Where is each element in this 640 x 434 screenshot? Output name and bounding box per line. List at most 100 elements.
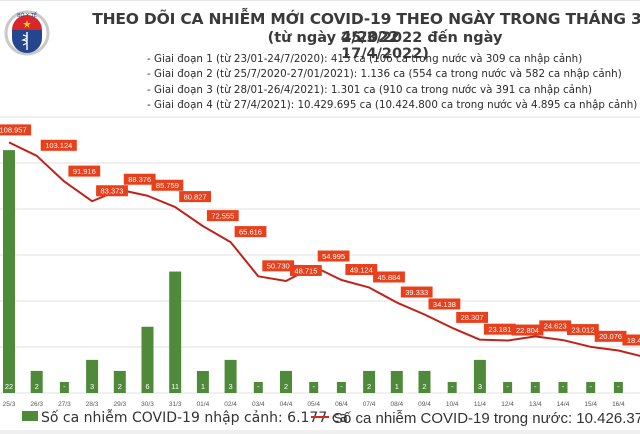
line-label: 24.623 — [539, 320, 572, 332]
x-axis-tick-labels: 25/3 26/3 27/3 28/3 29/3 30/3 31/3 01/4 02/4 03/4… — [3, 401, 640, 408]
line-label: 23.181 — [483, 323, 516, 335]
x-tick-label: 02/4 — [224, 401, 237, 408]
line-label: 28.307 — [456, 311, 488, 323]
line-label-text: 22.804 — [516, 326, 539, 335]
x-tick-label: 07/4 — [363, 401, 376, 408]
legend-line-swatch — [311, 416, 329, 418]
x-tick-label: 27/3 — [58, 401, 71, 408]
x-tick-label: 03/4 — [252, 401, 265, 408]
line-label-text: 80.827 — [184, 192, 207, 201]
bar-01/4 — [196, 371, 209, 393]
bar-label: 2 — [35, 382, 39, 391]
x-tick-label: 16/4 — [612, 401, 625, 408]
phase-1-text: - Giai đoạn 1 (từ 23/01-24/7/2020): 415 … — [147, 53, 583, 65]
x-tick-label: 29/3 — [113, 401, 126, 408]
line-label-text: 108.957 — [0, 126, 27, 135]
line-label: 88.376 — [123, 173, 156, 185]
line-label: 50.730 — [262, 260, 295, 272]
bar-label: - — [340, 382, 343, 391]
phase-summary: - Giai đoạn 1 (từ 23/01-24/7/2020): 415 … — [147, 52, 637, 113]
line-label-text: 103.124 — [45, 141, 72, 150]
bar-label: 1 — [201, 382, 205, 391]
top-rule — [0, 0, 640, 1]
bar-label: - — [451, 382, 454, 391]
x-tick-label: 28/3 — [86, 401, 99, 408]
x-tick-label: 31/3 — [169, 401, 182, 408]
phase-4-text: - Giai đoạn 4 (từ 27/4/2021): 10.429.695… — [147, 98, 638, 111]
line-label-bg — [290, 264, 322, 276]
line-label-text: 23.012 — [571, 325, 594, 334]
line-label: 34.138 — [428, 298, 461, 310]
x-tick-label: 10/4 — [446, 401, 459, 408]
x-tick-label: 13/4 — [529, 401, 542, 408]
bar-label: 11 — [171, 382, 179, 391]
bar-label: - — [312, 382, 315, 391]
line-label: 54.995 — [317, 250, 350, 262]
line-label-text: 28.307 — [461, 313, 484, 322]
line-label: 80.827 — [179, 191, 211, 203]
imported-cases-bars — [3, 150, 623, 393]
line-label-bg — [373, 271, 405, 283]
legend-imported: Số ca nhiễm COVID-19 nhập cảnh: 6.177 ca — [22, 410, 348, 426]
ministry-of-health-logo: BỘ Y TẾ — [4, 10, 50, 56]
line-label-text: 88.376 — [128, 175, 151, 184]
line-label: 22.804 — [511, 324, 544, 336]
x-tick-label: 14/4 — [557, 401, 570, 408]
x-tick-label: 01/4 — [197, 401, 210, 408]
line-label-bg — [68, 165, 101, 177]
bottom-rule — [0, 430, 640, 434]
line-label-bg — [151, 179, 184, 191]
line-label-bg — [206, 210, 239, 222]
bar-label: 3 — [90, 382, 94, 391]
bar-08/4 — [390, 371, 403, 393]
line-label-bg — [483, 323, 516, 335]
x-tick-label: 30/3 — [141, 401, 154, 408]
line-label: 108.957 — [0, 124, 32, 136]
bar-29/3 — [113, 370, 126, 393]
bar-26/3 — [30, 370, 43, 393]
line-label-bg — [262, 260, 295, 272]
line-label-bg — [428, 298, 461, 310]
bar-30/3 — [141, 326, 154, 393]
bar-label: 6 — [145, 382, 149, 391]
line-label-bg — [622, 334, 640, 346]
x-tick-label: 26/3 — [30, 401, 43, 408]
bar-16/4 — [613, 382, 623, 393]
bar-03/4 — [253, 382, 263, 393]
line-label-text: 54.995 — [322, 252, 345, 261]
bar-label: - — [63, 382, 66, 391]
bar-label: - — [562, 382, 565, 391]
line-label-bg — [96, 185, 128, 197]
line-label: 39.333 — [400, 286, 433, 298]
legend-imported-label: Số ca nhiễm COVID-19 nhập cảnh: 6.177 ca — [41, 410, 348, 426]
chart-subtitle: (từ ngày 25/3/2022 đến ngày 17/4/2022) — [267, 30, 503, 62]
line-label-text: 48.715 — [294, 266, 317, 275]
line-label-text: 72.555 — [211, 211, 234, 220]
line-label-text: 85.759 — [156, 181, 179, 190]
x-tick-label: 06/4 — [335, 401, 348, 408]
line-label: 103.124 — [40, 139, 77, 151]
line-label: 72.555 — [206, 210, 239, 222]
line-label-text: 18.474 — [627, 336, 640, 345]
bar-11/4 — [473, 359, 486, 393]
line-label-text: 45.884 — [378, 273, 401, 282]
line-label-text: 65.616 — [239, 227, 262, 236]
line-label: 20.076 — [594, 330, 627, 342]
line-label-bg — [234, 226, 267, 238]
phase-2-text: - Giai đoạn 2 (từ 25/7/2020-27/01/2021):… — [147, 68, 622, 81]
phase-3-text: - Giai đoạn 3 (từ 28/01-26/4/2021): 1.30… — [147, 83, 593, 96]
line-label-text: 39.333 — [405, 288, 428, 297]
bar-label: 22 — [5, 382, 13, 391]
x-tick-label: 04/4 — [280, 401, 293, 408]
bar-12/4 — [503, 382, 513, 393]
bar-04/4 — [280, 370, 292, 393]
line-label: 65.616 — [234, 226, 267, 238]
line-label-text: 49.124 — [350, 265, 373, 274]
x-tick-label: 11/4 — [474, 401, 487, 408]
bar-25/3 — [3, 150, 15, 393]
legend-domestic-label: Số ca nhiễm COVID-19 trong nước: 10.426.… — [333, 410, 640, 427]
line-label-bg — [0, 124, 32, 136]
svg-text:BỘ Y TẾ: BỘ Y TẾ — [17, 11, 38, 19]
bar-label: 1 — [395, 382, 399, 391]
bar-label: 3 — [229, 382, 233, 391]
